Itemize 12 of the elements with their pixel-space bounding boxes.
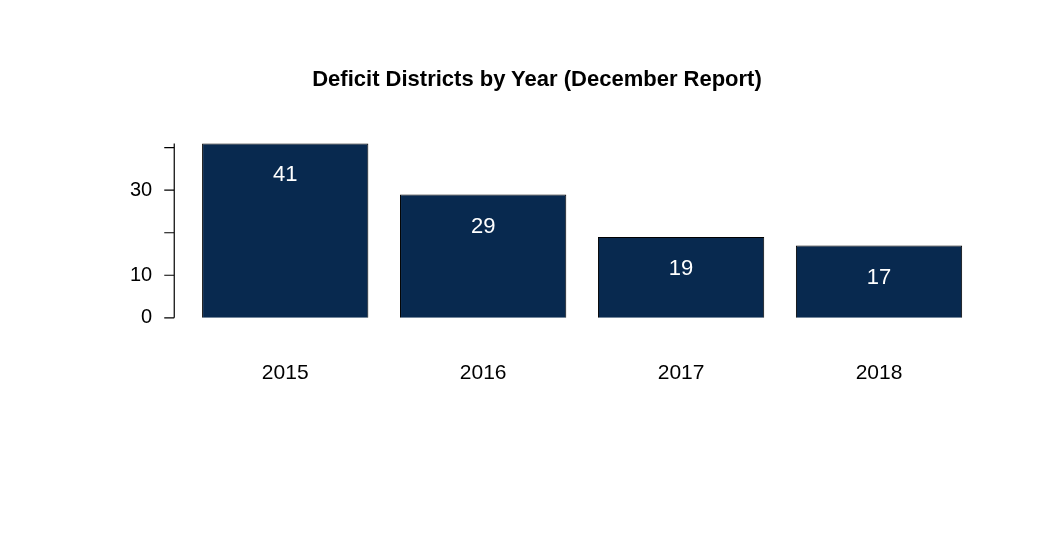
x-tick-label: 2016 [459, 360, 507, 384]
x-tick-label: 2017 [657, 360, 705, 384]
y-tick-label: 0 [141, 305, 153, 328]
y-tick-label: 30 [130, 177, 153, 200]
data-label: 19 [668, 255, 694, 281]
x-tick-label: 2015 [261, 360, 309, 384]
data-label: 17 [866, 263, 892, 289]
y-tick-label: 10 [130, 262, 153, 285]
x-tick-label: 2018 [855, 360, 903, 384]
data-label: 29 [470, 212, 496, 238]
data-label: 41 [272, 161, 298, 187]
chart-title: Deficit Districts by Year (December Report) [312, 66, 762, 92]
